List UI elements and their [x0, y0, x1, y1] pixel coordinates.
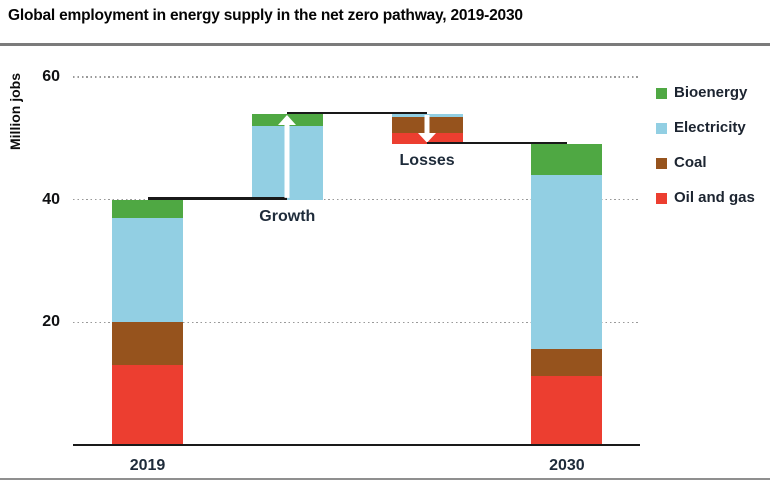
- connector-level-40: [147, 197, 288, 200]
- legend-label-coal: Coal: [674, 154, 707, 171]
- legend-swatch-electricity: [656, 122, 667, 134]
- bar-2019-segment-coal: [112, 322, 183, 366]
- y-tick-60: 60: [42, 68, 60, 85]
- bar-2030-segment-electricity: [531, 175, 603, 350]
- bar-2019-segment-bioenergy: [112, 199, 183, 219]
- down-arrow-icon: [418, 114, 437, 143]
- bottom-divider: [0, 478, 770, 480]
- connector-level-54: [287, 111, 428, 114]
- bar-2019-segment-oil-and-gas: [112, 365, 183, 445]
- bar-2030-segment-oil-and-gas: [531, 376, 603, 445]
- up-arrow-icon: [278, 114, 297, 198]
- legend-label-electricity: Electricity: [674, 119, 746, 136]
- bar-2030-segment-bioenergy: [531, 144, 603, 176]
- legend-swatch-bioenergy: [656, 87, 667, 99]
- x-axis-line: [73, 443, 640, 447]
- legend-label-bioenergy: Bioenergy: [674, 84, 748, 101]
- x-axis-label-2030: 2030: [549, 457, 585, 474]
- gridline-60: [73, 76, 640, 78]
- chart-title: Global employment in energy supply in th…: [8, 7, 523, 24]
- connector-level-49: [427, 142, 567, 145]
- legend-swatch-oil-and-gas: [656, 192, 667, 204]
- y-tick-40: 40: [42, 190, 60, 208]
- legend-label-oil-and-gas: Oil and gas: [674, 189, 755, 206]
- annotation-growth: Growth: [259, 207, 316, 225]
- gridline-20: [73, 321, 640, 324]
- x-axis-label-2019: 2019: [129, 457, 166, 474]
- gridline-40: [73, 198, 640, 201]
- title-divider: [0, 43, 770, 46]
- annotation-losses: Losses: [399, 152, 455, 170]
- bar-2019-segment-electricity: [112, 218, 183, 323]
- y-tick-20: 20: [42, 313, 60, 331]
- legend-swatch-coal: [656, 157, 667, 169]
- bar-2030-segment-coal: [531, 349, 603, 377]
